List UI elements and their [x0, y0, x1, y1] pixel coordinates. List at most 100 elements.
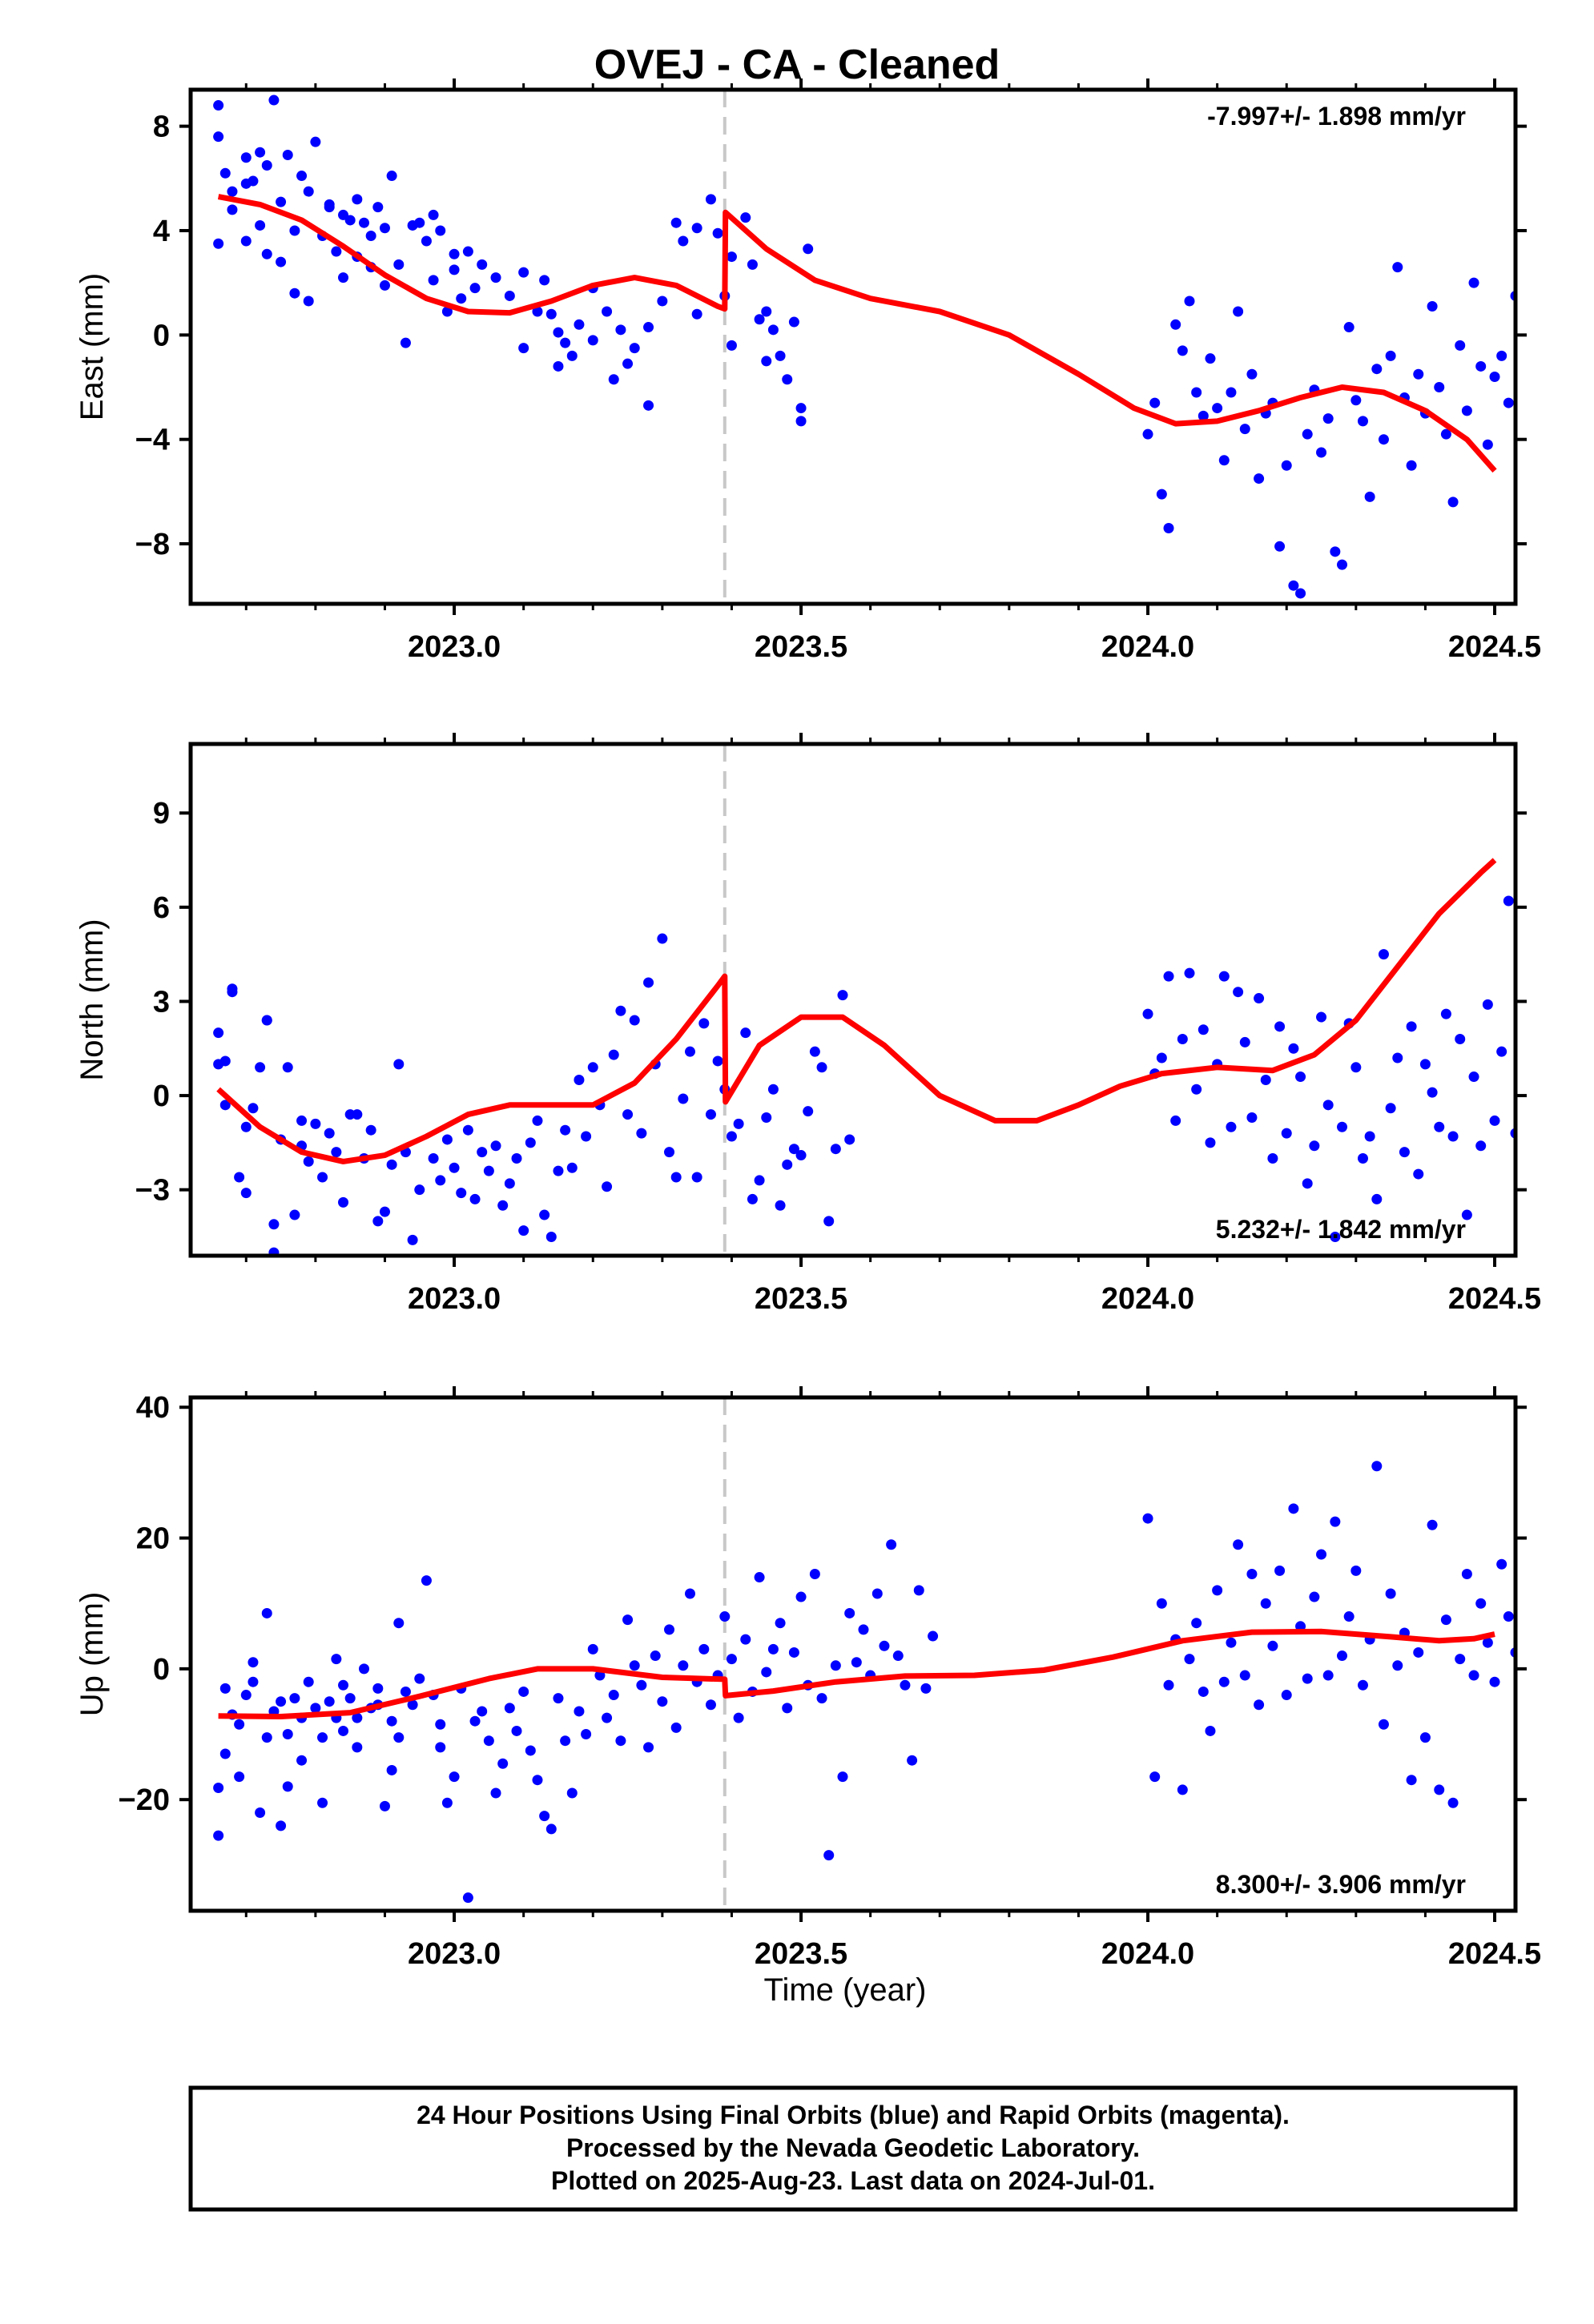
- data-point: [879, 1640, 890, 1651]
- data-point: [643, 400, 654, 411]
- footer-line-3: Plotted on 2025-Aug-23. Last data on 202…: [551, 2166, 1155, 2195]
- data-point: [261, 1015, 272, 1026]
- data-point: [636, 1679, 647, 1691]
- data-point: [795, 1150, 807, 1161]
- data-point: [1198, 1686, 1209, 1697]
- data-point: [1357, 1152, 1368, 1164]
- data-point: [1406, 1021, 1417, 1032]
- data-point: [268, 94, 280, 106]
- data-point: [1288, 1043, 1299, 1054]
- data-point: [441, 1134, 453, 1145]
- data-point: [1218, 1676, 1230, 1687]
- data-point: [400, 337, 411, 348]
- data-point: [539, 1209, 550, 1220]
- data-point: [1413, 368, 1424, 380]
- data-point: [324, 1128, 335, 1139]
- data-point: [289, 287, 300, 299]
- data-point: [1233, 987, 1244, 998]
- data-point: [615, 1735, 626, 1747]
- data-point: [1337, 559, 1348, 570]
- data-point: [1163, 1679, 1174, 1691]
- data-point: [219, 1055, 231, 1067]
- data-point: [435, 1719, 446, 1730]
- data-point: [1413, 1647, 1424, 1658]
- data-point: [248, 1103, 259, 1114]
- data-point: [324, 202, 335, 213]
- data-point: [386, 171, 397, 182]
- data-point: [545, 308, 557, 320]
- data-point: [608, 1690, 619, 1701]
- x-tick-label: 2023.0: [408, 1282, 501, 1316]
- data-point: [435, 1175, 446, 1186]
- data-point: [761, 1667, 772, 1678]
- data-point: [276, 1820, 287, 1831]
- data-point: [740, 1634, 751, 1645]
- data-point: [1364, 1131, 1375, 1142]
- data-point: [352, 194, 363, 205]
- data-point: [1427, 1087, 1438, 1098]
- data-point: [1233, 306, 1244, 317]
- data-point: [227, 186, 238, 197]
- data-point: [1274, 1565, 1286, 1576]
- data-point: [477, 1706, 488, 1717]
- data-point: [358, 1663, 369, 1675]
- data-point: [296, 171, 308, 182]
- data-point: [393, 259, 405, 270]
- data-point: [261, 248, 272, 259]
- data-point: [1302, 428, 1313, 440]
- data-point: [352, 1109, 363, 1120]
- data-point: [1254, 473, 1265, 485]
- data-point: [1503, 1611, 1514, 1622]
- north-velocity-label: 5.232+/- 1.842 mm/yr: [1216, 1215, 1466, 1244]
- data-point: [213, 1830, 224, 1841]
- x-tick-label: 2024.0: [1101, 1282, 1194, 1316]
- data-point: [532, 1115, 543, 1126]
- data-point: [1350, 1565, 1362, 1576]
- east-y-axis-label: East (mm): [74, 273, 110, 420]
- data-point: [525, 1137, 536, 1148]
- panel-north: 2023.0 2023.5 2024.0 2024.5 −3 0 3 6 9 North (mm)…: [74, 733, 1541, 1316]
- data-point: [1447, 497, 1459, 508]
- data-point: [782, 1159, 793, 1170]
- data-point: [629, 1660, 640, 1671]
- data-point: [338, 272, 349, 283]
- data-point: [1385, 1588, 1396, 1599]
- data-point: [303, 296, 314, 307]
- data-point: [393, 1732, 405, 1743]
- data-point: [1212, 1585, 1223, 1596]
- data-point: [1343, 1611, 1354, 1622]
- data-point: [1322, 1100, 1334, 1111]
- data-point: [670, 1722, 682, 1733]
- data-point: [566, 1162, 578, 1173]
- data-point: [393, 1618, 405, 1629]
- data-point: [740, 1027, 751, 1039]
- data-point: [691, 223, 702, 234]
- data-point: [1233, 1539, 1244, 1550]
- data-point: [545, 1231, 557, 1242]
- data-point: [733, 1712, 744, 1723]
- up-velocity-label: 8.300+/- 3.906 mm/yr: [1216, 1870, 1466, 1899]
- data-point: [1482, 999, 1493, 1010]
- data-point: [303, 186, 314, 197]
- data-point: [1378, 949, 1389, 960]
- data-point: [303, 1156, 314, 1167]
- data-point: [816, 1062, 827, 1073]
- data-point: [761, 1112, 772, 1124]
- data-point: [1468, 1072, 1479, 1083]
- data-point: [469, 1715, 481, 1727]
- data-point: [240, 1121, 252, 1132]
- data-point: [670, 217, 682, 228]
- data-point: [643, 322, 654, 333]
- data-point: [240, 235, 252, 247]
- data-point: [255, 1062, 266, 1073]
- data-point: [1461, 405, 1472, 416]
- data-point: [449, 248, 460, 259]
- data-point: [1461, 1568, 1472, 1579]
- data-point: [1364, 491, 1375, 502]
- data-point: [1177, 345, 1188, 356]
- data-point: [393, 1059, 405, 1070]
- data-point: [421, 1575, 432, 1586]
- x-tick-label: 2024.5: [1448, 630, 1541, 664]
- data-point: [317, 1172, 328, 1183]
- data-point: [213, 1782, 224, 1793]
